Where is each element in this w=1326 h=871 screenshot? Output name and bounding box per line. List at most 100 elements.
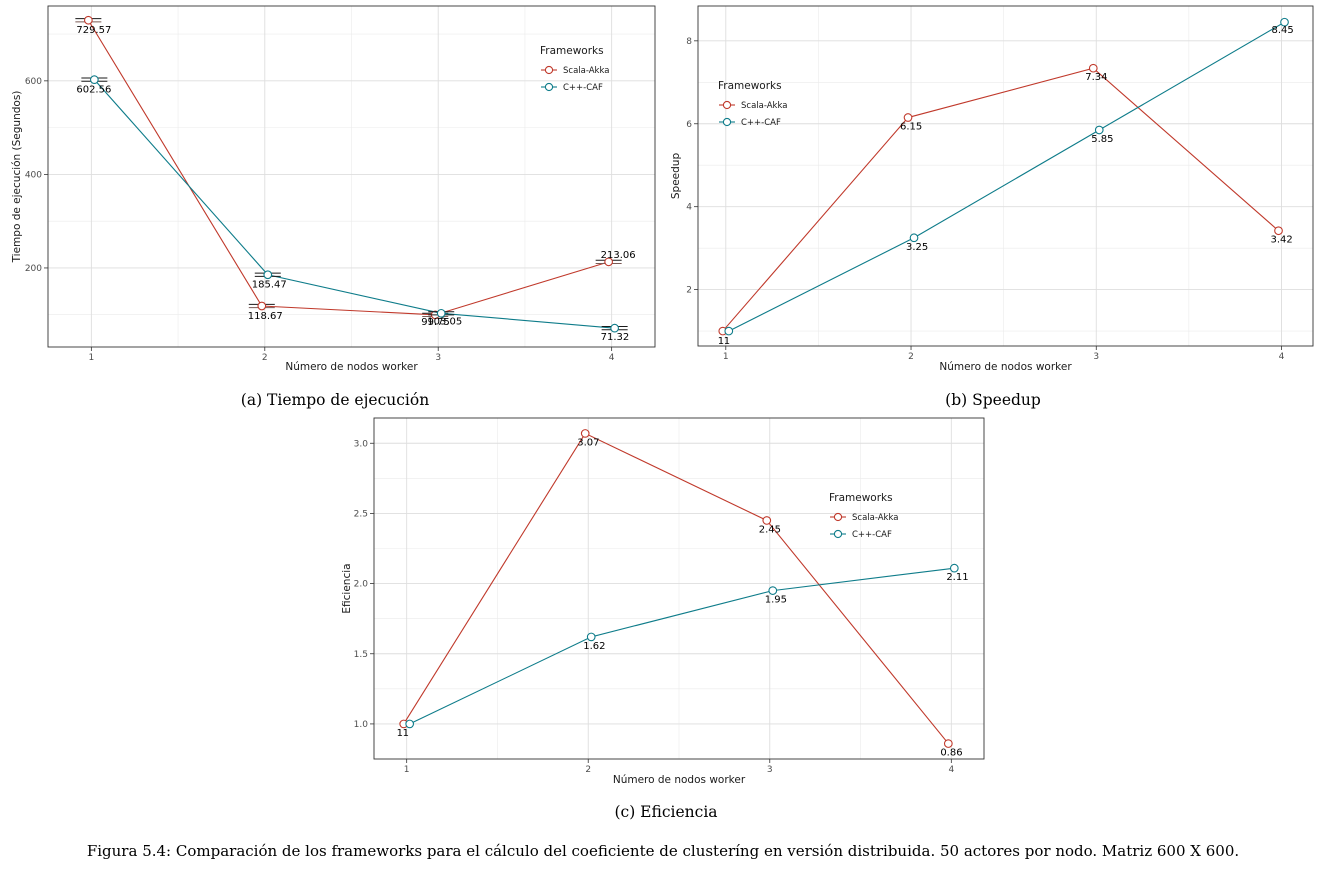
legend-label: Scala-Akka [852,513,898,523]
data-point [903,113,913,122]
data-point [1094,125,1104,135]
data-point [724,326,734,336]
legend-key-point [722,100,732,110]
data-point [604,257,613,267]
data-label: 103.05 [427,316,462,327]
data-label: 3.25 [906,242,928,253]
x-tick-label: 2 [585,765,591,775]
y-tick-label: 1.0 [354,720,369,730]
data-point [436,308,446,318]
plot-panel [698,6,1313,346]
series-line [722,67,1279,332]
x-axis-title: Número de nodos worker [613,774,746,786]
y-tick-label: 2 [686,286,692,296]
legend-title: Frameworks [718,80,782,92]
series-c-caf: 602.56 185.47 103.05 71.32 [76,75,630,343]
data-label: 3.42 [1271,235,1293,246]
y-tick-label: 6 [686,120,692,130]
data-label: 71.32 [601,332,630,343]
y-tick-label: 2.5 [354,509,368,519]
legend-label: C++-CAF [563,83,603,93]
y-tick-label: 400 [25,170,42,180]
gridlines [374,418,984,760]
legend-item: Scala-Akka [830,512,898,523]
axes: 1 2 3 4 2 4 6 8 [686,37,1284,362]
x-tick-label: 1 [404,765,410,775]
y-axis-title: Eficiencia [341,563,353,613]
legend-item: Scala-Akka [719,100,787,111]
subcaption: (a) Tiempo de ejecución [241,391,429,409]
data-point [610,323,619,333]
data-label: 0.86 [940,748,962,759]
legend-key-point [833,529,843,539]
chart-a: 1 2 3 4 200 400 600 Número de nodos worker Tiemp… [11,5,656,409]
y-tick-label: 2.0 [354,580,369,590]
legend-item: C++-CAF [541,82,603,93]
x-tick-label: 3 [435,353,441,363]
plot-border [47,5,656,348]
series-c-caf: 1 1.62 1.95 2.11 [403,563,969,739]
subcaption: (c) Eficiencia [614,803,717,821]
x-tick-label: 1 [723,352,729,362]
legend-key-point [544,82,554,92]
x-tick-label: 2 [908,352,914,362]
data-point [84,15,93,25]
series-line [403,432,949,744]
legend-item: C++-CAF [830,529,892,540]
y-tick-label: 3.0 [354,439,369,449]
data-label: 729.57 [76,25,111,36]
data-label: 7.34 [1085,72,1107,83]
data-label: 118.67 [248,311,283,322]
data-label: 213.06 [601,250,636,261]
x-tick-label: 3 [767,765,773,775]
y-tick-label: 1.5 [354,650,368,660]
legend: Frameworks Scala-Akka C++-CAF [829,492,898,540]
data-label: 5.85 [1091,134,1113,145]
data-point [768,586,778,595]
data-label: 2.11 [946,572,968,583]
legend-label: C++-CAF [852,530,892,540]
subcaption: (b) Speedup [945,391,1041,409]
data-point [586,632,596,642]
gridlines [698,6,1313,346]
legend: Frameworks Scala-Akka C++-CAF [540,45,609,93]
series-scala-akka: 1 6.15 7.34 3.42 [718,63,1293,347]
legend-label: Scala-Akka [741,101,787,111]
data-point [943,739,953,748]
data-label: 6.15 [900,122,922,133]
data-point [405,719,415,729]
figure-caption: Figura 5.4: Comparación de los framework… [87,842,1239,860]
legend: Frameworks Scala-Akka C++-CAF [718,80,787,128]
data-point [1280,17,1289,27]
data-point [762,516,772,525]
x-tick-label: 2 [262,353,268,363]
series-c-caf: 1 3.25 5.85 8.45 [724,17,1294,347]
y-axis-title: Speedup [670,153,682,200]
series-scala-akka: 729.57 118.67 99.75 213.06 [75,15,636,328]
series-line [728,21,1285,332]
data-label: 1 [397,728,403,739]
data-label: 2.45 [759,524,781,535]
x-tick-label: 4 [609,353,615,363]
x-tick-label: 4 [1279,352,1285,362]
y-tick-label: 200 [25,264,42,274]
legend-key-point [544,65,554,75]
data-point [90,75,99,84]
plot-border [697,5,1314,347]
x-axis-title: Número de nodos worker [285,361,418,373]
series-line [93,79,615,329]
legend-label: C++-CAF [741,118,781,128]
y-tick-label: 600 [25,77,42,87]
data-point [949,563,959,573]
legend-label: Scala-Akka [563,66,609,76]
axes: 1 2 3 4 1.0 1.5 2.0 2.5 3.0 [354,439,955,775]
x-tick-label: 3 [1093,352,1099,362]
legend-key-point [833,512,843,522]
axes: 1 2 3 4 200 400 600 [25,77,615,363]
x-tick-label: 1 [88,353,94,363]
series-line [409,567,955,725]
data-label: 1.95 [765,595,787,606]
gridlines [48,6,655,347]
data-label: 8.45 [1272,25,1294,36]
data-point [263,270,273,280]
